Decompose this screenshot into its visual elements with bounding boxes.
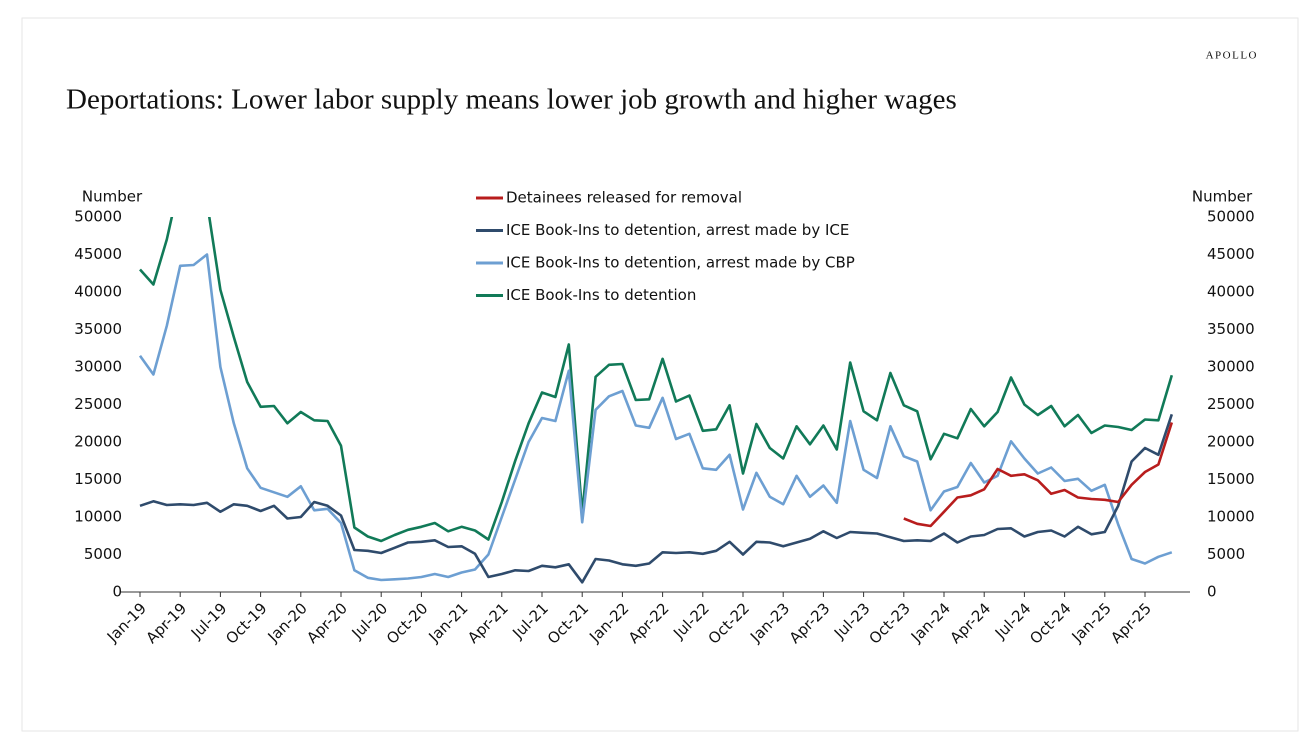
y-tick-label: 10000 — [74, 508, 122, 526]
y2-tick-label: 25000 — [1207, 395, 1255, 413]
y2-tick-label: 40000 — [1207, 283, 1255, 301]
y2-tick-label: 5000 — [1207, 545, 1245, 563]
y-tick-label: 5000 — [84, 545, 122, 563]
card — [21, 17, 1299, 732]
y-tick-label: 20000 — [74, 433, 122, 451]
y2-axis-label: Number — [1192, 188, 1253, 206]
y-axis-label: Number — [82, 188, 143, 206]
y-tick-label: 45000 — [74, 245, 122, 263]
legend-label: ICE Book-Ins to detention, arrest made b… — [506, 221, 849, 239]
y-tick-label: 25000 — [74, 395, 122, 413]
legend-label: ICE Book-Ins to detention — [506, 286, 696, 304]
y2-tick-label: 20000 — [1207, 433, 1255, 451]
y-tick-label: 0 — [112, 583, 122, 601]
y2-tick-label: 50000 — [1207, 208, 1255, 226]
series-line — [903, 422, 1174, 528]
y-tick-label: 40000 — [74, 283, 122, 301]
brand: APOLLO — [1206, 50, 1258, 62]
legend-label: Detainees released for removal — [506, 189, 742, 207]
y-tick-label: 30000 — [74, 358, 122, 376]
y2-tick-label: 35000 — [1207, 320, 1255, 338]
y2-tick-label: 15000 — [1207, 470, 1255, 488]
y-tick-label: 50000 — [74, 208, 122, 226]
y-tick-label: 15000 — [74, 470, 122, 488]
y2-tick-label: 45000 — [1207, 245, 1255, 263]
legend-label: ICE Book-Ins to detention, arrest made b… — [506, 254, 855, 272]
y2-tick-label: 10000 — [1207, 508, 1255, 526]
series-line — [139, 217, 1174, 543]
y2-tick-label: 0 — [1207, 583, 1217, 601]
series-line — [139, 413, 1174, 584]
y-tick-label: 35000 — [74, 320, 122, 338]
y2-tick-label: 30000 — [1207, 358, 1255, 376]
chart-title: Deportations: Lower labor supply means l… — [66, 84, 957, 116]
